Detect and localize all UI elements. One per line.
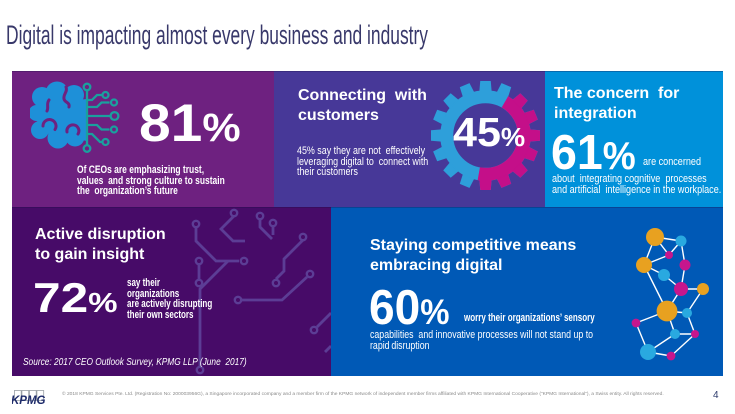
svg-text:KPMG: KPMG xyxy=(12,395,46,406)
